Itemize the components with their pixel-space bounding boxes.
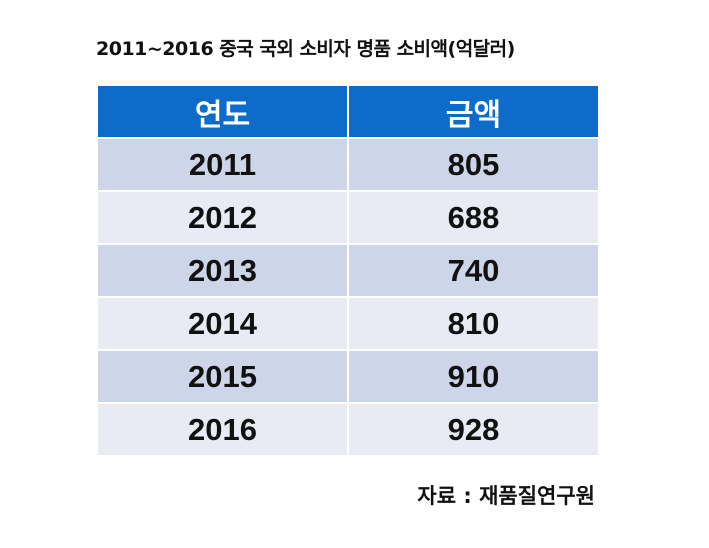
cell-amount: 810 [347, 296, 600, 351]
data-table: 연도 금액 2011 805 2012 688 2013 740 2014 81… [96, 84, 600, 457]
cell-amount: 910 [347, 349, 600, 404]
table-row: 2014 810 [96, 296, 600, 351]
table-row: 2013 740 [96, 243, 600, 298]
table-row: 2012 688 [96, 190, 600, 245]
cell-year: 2015 [96, 349, 349, 404]
cell-amount: 928 [347, 402, 600, 457]
data-table-container: 연도 금액 2011 805 2012 688 2013 740 2014 81… [96, 84, 600, 457]
table-row: 2015 910 [96, 349, 600, 404]
table-row: 2016 928 [96, 402, 600, 457]
table-row: 2011 805 [96, 137, 600, 192]
cell-amount: 740 [347, 243, 600, 298]
table-header-row: 연도 금액 [96, 84, 600, 139]
chart-title: 2011~2016 중국 국외 소비자 명품 소비액(억달러) [96, 38, 515, 60]
cell-year: 2016 [96, 402, 349, 457]
cell-year: 2013 [96, 243, 349, 298]
source-note: 자료 : 재품질연구원 [417, 484, 595, 508]
cell-year: 2011 [96, 137, 349, 192]
cell-amount: 688 [347, 190, 600, 245]
column-header-year: 연도 [96, 84, 349, 139]
cell-year: 2012 [96, 190, 349, 245]
cell-year: 2014 [96, 296, 349, 351]
column-header-amount: 금액 [347, 84, 600, 139]
cell-amount: 805 [347, 137, 600, 192]
